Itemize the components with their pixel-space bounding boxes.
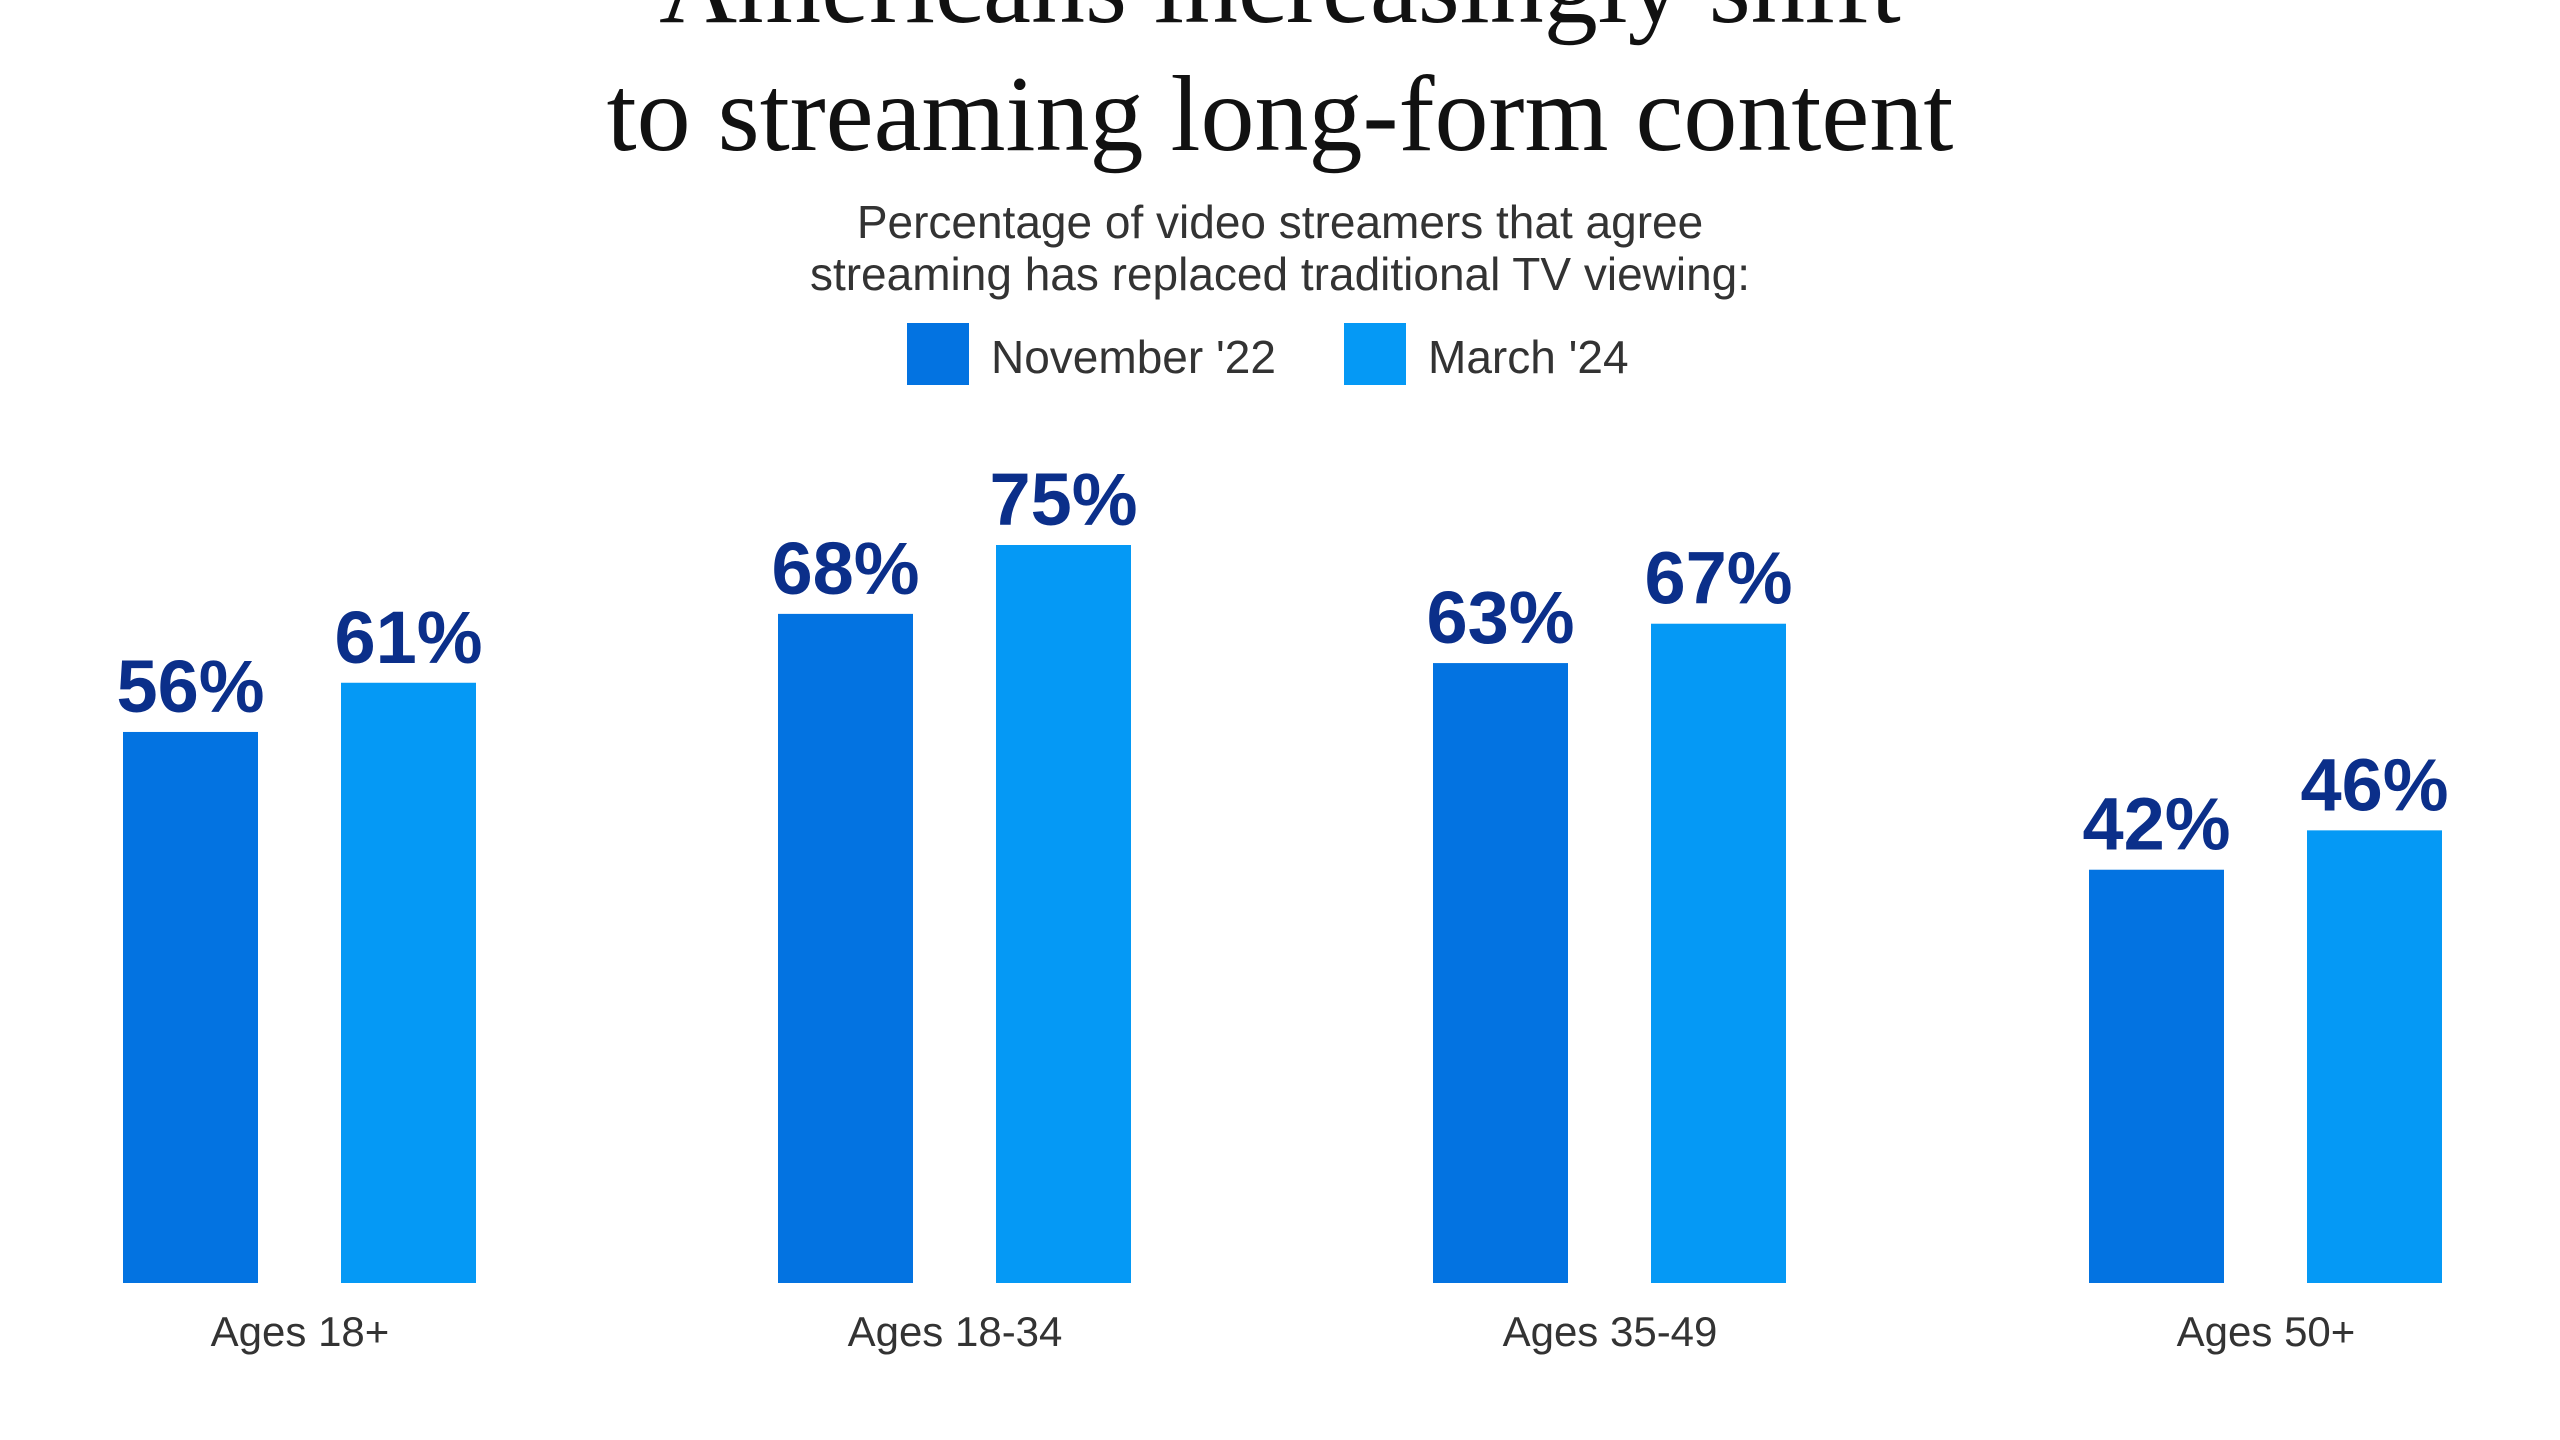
value-label: 68% — [771, 527, 919, 610]
bar — [341, 682, 476, 1283]
subtitle: Percentage of video streamers that agree — [857, 196, 1703, 248]
chart-title: to streaming long-form content — [607, 55, 1954, 174]
x-tick-label: Ages 18+ — [211, 1308, 390, 1355]
bar — [123, 731, 258, 1283]
value-label: 46% — [2300, 743, 2448, 826]
bar — [1651, 623, 1786, 1283]
legend-label: November '22 — [991, 331, 1276, 383]
bar — [778, 613, 913, 1283]
legend-swatch — [907, 323, 969, 385]
x-tick-label: Ages 35-49 — [1503, 1308, 1718, 1355]
legend-label: March '24 — [1428, 331, 1629, 383]
bar — [2089, 869, 2224, 1283]
chart-title: Americans increasingly shift — [659, 0, 1901, 46]
value-label: 42% — [2082, 783, 2230, 866]
value-label: 63% — [1426, 576, 1574, 659]
value-label: 56% — [116, 645, 264, 728]
subtitle: streaming has replaced traditional TV vi… — [810, 248, 1750, 300]
x-tick-label: Ages 50+ — [2177, 1308, 2356, 1355]
bar — [1433, 663, 1568, 1283]
value-label: 61% — [334, 596, 482, 679]
legend-swatch — [1344, 323, 1406, 385]
bar — [996, 545, 1131, 1283]
value-label: 75% — [989, 458, 1137, 541]
value-label: 67% — [1644, 537, 1792, 620]
bar — [2307, 830, 2442, 1283]
x-tick-label: Ages 18-34 — [848, 1308, 1063, 1355]
